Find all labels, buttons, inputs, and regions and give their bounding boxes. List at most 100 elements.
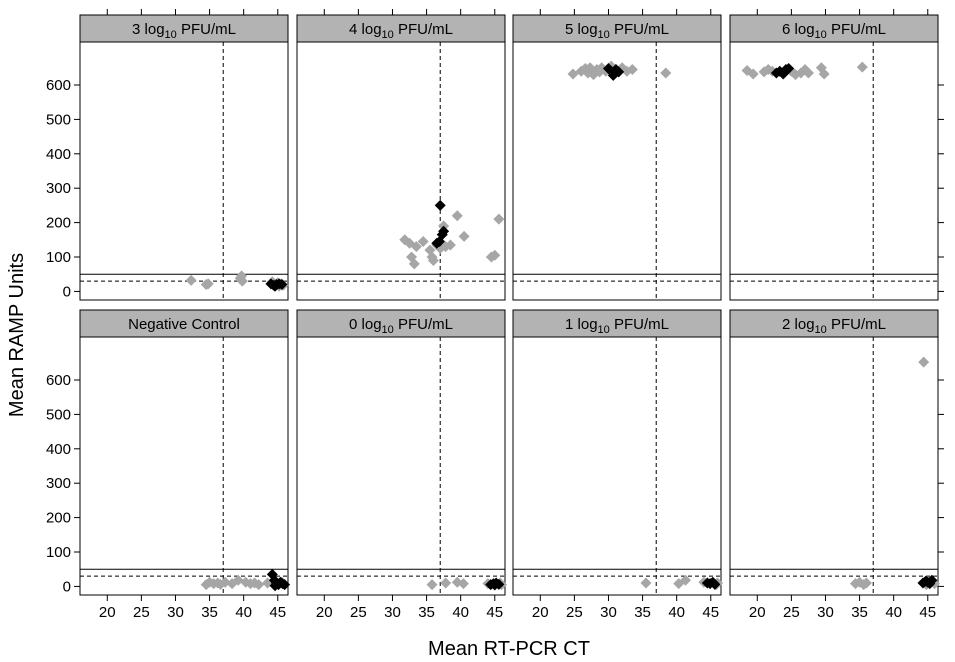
- panel-title: 5 log10 PFU/mL: [565, 21, 669, 41]
- grey-point: [440, 577, 452, 589]
- panel-title-base: Negative Control: [128, 316, 240, 333]
- x-tick-label: 35: [634, 604, 651, 621]
- y-tick-label: 400: [46, 146, 71, 163]
- grey-point: [626, 64, 638, 76]
- x-tick-label: 45: [919, 604, 936, 621]
- panel-title-rest: PFU/mL: [827, 316, 886, 333]
- panel-plot-area: [512, 336, 722, 596]
- grey-point: [185, 274, 197, 286]
- panel-plot-area: [729, 41, 939, 301]
- y-tick-label: 400: [46, 441, 71, 458]
- panel-title-rest: PFU/mL: [827, 21, 886, 38]
- y-tick-label: 500: [46, 406, 71, 423]
- x-tick-label: 30: [167, 604, 184, 621]
- panel-title: 2 log10 PFU/mL: [782, 316, 886, 336]
- panel-title-rest: PFU/mL: [394, 21, 453, 38]
- grey-point: [249, 577, 261, 589]
- grey-point: [408, 258, 420, 270]
- x-tick-label: 40: [452, 604, 469, 621]
- x-tick-label: 20: [749, 604, 766, 621]
- black-point: [438, 225, 450, 237]
- x-tick-label: 20: [316, 604, 333, 621]
- x-tick-label: 30: [384, 604, 401, 621]
- grey-point: [458, 230, 470, 242]
- grey-point: [493, 213, 505, 225]
- grey-point: [489, 249, 501, 261]
- panel-title-subscript: 10: [598, 324, 610, 336]
- panel-strip: [729, 14, 939, 43]
- panel-title-base: 3 log: [132, 21, 165, 38]
- panel-title-base: 1 log: [565, 316, 598, 333]
- panel-title-rest: PFU/mL: [394, 316, 453, 333]
- x-tick-label: 30: [600, 604, 617, 621]
- x-tick-label: 25: [566, 604, 583, 621]
- y-tick-label: 500: [46, 111, 71, 128]
- panel-title: 3 log10 PFU/mL: [132, 21, 236, 41]
- grey-point: [680, 574, 692, 586]
- x-tick-label: 40: [668, 604, 685, 621]
- panel-title-base: 6 log: [782, 21, 815, 38]
- panel-strip: [512, 309, 722, 338]
- panel-plot-area: [79, 41, 289, 301]
- x-tick-label: 30: [817, 604, 834, 621]
- black-point: [779, 66, 791, 78]
- panel-7: 1 log10 PFU/mL 20 25 30 35 40 45: [512, 309, 724, 621]
- x-tick-label: 35: [418, 604, 435, 621]
- panel-title: 0 log10 PFU/mL: [349, 316, 453, 336]
- grey-point: [253, 579, 265, 591]
- y-tick-label: 200: [46, 215, 71, 232]
- x-tick-label: 40: [885, 604, 902, 621]
- grey-point: [856, 61, 868, 73]
- panel-strip: [512, 14, 722, 43]
- grey-point: [747, 68, 759, 80]
- black-point: [709, 578, 721, 590]
- panel-title-subscript: 10: [165, 29, 177, 41]
- panel-plot-area: [729, 336, 939, 596]
- panel-8: 2 log10 PFU/mL 20 25 30 35 40 45: [729, 309, 944, 621]
- panel-plot-area: [296, 41, 506, 301]
- y-tick-label: 200: [46, 510, 71, 527]
- panel-title-subscript: 10: [598, 29, 610, 41]
- panel-plot-area: [512, 41, 722, 301]
- grey-point: [451, 210, 463, 222]
- y-tick-label: 0: [63, 578, 71, 595]
- panel-title: 6 log10 PFU/mL: [782, 21, 886, 41]
- panel-title-subscript: 10: [382, 324, 394, 336]
- grey-point: [860, 577, 872, 589]
- panel-6: 0 log10 PFU/mL 20 25 30 35 40 45: [296, 309, 508, 621]
- x-tick-label: 35: [851, 604, 868, 621]
- panel-title-base: 0 log: [349, 316, 382, 333]
- grey-point: [818, 68, 830, 80]
- grey-point: [457, 578, 469, 590]
- y-tick-label: 0: [63, 283, 71, 300]
- panel-2: 4 log10 PFU/mL: [296, 9, 506, 301]
- black-point: [269, 280, 281, 292]
- panel-title-rest: PFU/mL: [610, 316, 669, 333]
- black-point: [924, 578, 936, 590]
- grey-point: [202, 278, 214, 290]
- black-point: [613, 66, 625, 78]
- panel-title: 4 log10 PFU/mL: [349, 21, 453, 41]
- panel-4: 6 log10 PFU/mL: [729, 9, 944, 301]
- panel-plot-area: [296, 336, 506, 596]
- y-tick-label: 600: [46, 77, 71, 94]
- grey-point: [417, 236, 429, 248]
- panel-title-base: 5 log: [565, 21, 598, 38]
- panel-1: 3 log10 PFU/mL 0 100 200 300 400 500 600: [46, 9, 289, 301]
- y-tick-label: 600: [46, 372, 71, 389]
- panel-title-base: 4 log: [349, 21, 382, 38]
- grey-point: [410, 241, 422, 253]
- x-tick-label: 45: [269, 604, 286, 621]
- x-axis-title: Mean RT-PCR CT: [428, 638, 590, 660]
- y-tick-label: 100: [46, 249, 71, 266]
- y-tick-label: 300: [46, 180, 71, 197]
- panel-3: 5 log10 PFU/mL: [512, 9, 722, 301]
- y-tick-label: 300: [46, 475, 71, 492]
- panel-title-subscript: 10: [815, 29, 827, 41]
- panel-plot-area: [79, 336, 289, 596]
- grey-point: [236, 275, 248, 287]
- panel-title-rest: PFU/mL: [610, 21, 669, 38]
- y-tick-label: 100: [46, 544, 71, 561]
- panel-title-base: 2 log: [782, 316, 815, 333]
